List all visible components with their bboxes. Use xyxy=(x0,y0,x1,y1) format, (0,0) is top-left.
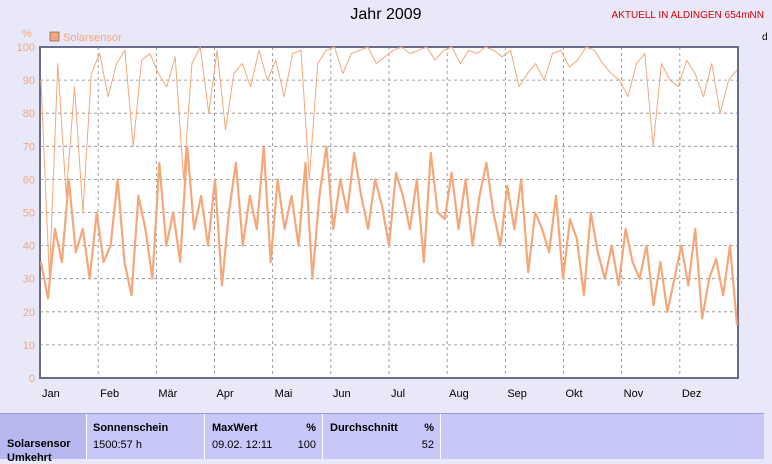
y-tick-label: 90 xyxy=(23,75,35,87)
y-tick-label: 100 xyxy=(17,42,35,54)
right-edge-label: d xyxy=(762,32,768,43)
max-header: MaxWert xyxy=(212,422,258,434)
max-unit: % xyxy=(306,422,316,434)
avg-unit: % xyxy=(424,422,434,434)
x-tick-label: Nov xyxy=(624,388,644,400)
y-tick-label: 20 xyxy=(23,307,35,319)
legend-swatch xyxy=(49,31,60,42)
avg-header: Durchschnitt xyxy=(330,422,398,434)
y-tick-labels: 0 10 20 30 40 50 60 70 80 90 100 xyxy=(17,42,35,385)
y-tick-label: 60 xyxy=(23,174,35,186)
x-tick-label: Okt xyxy=(566,388,583,400)
y-tick-label: 10 xyxy=(23,340,35,352)
avg-cell: Durchschnitt % 52 xyxy=(323,414,441,459)
info-panel: Solarsensor Umkehrt Sonnenschein 1500:57… xyxy=(0,413,764,464)
legend-label: Solarsensor xyxy=(63,32,122,44)
y-tick-label: 40 xyxy=(23,241,35,253)
info-row-label: Solarsensor xyxy=(7,438,71,450)
max-cell: MaxWert % 09.02. 12:11 100 xyxy=(205,414,323,459)
x-tick-labels: Jan Feb Mär Apr Mai Jun Jul Aug Sep Okt Nov Dez xyxy=(42,388,701,400)
x-tick-label: Mär xyxy=(158,388,177,400)
x-tick-label: Dez xyxy=(682,388,702,400)
max-date: 09.02. 12:11 xyxy=(212,439,273,451)
sunshine-cell: Sonnenschein 1500:57 h xyxy=(87,414,205,459)
chart-title: Jahr 2009 xyxy=(350,6,422,23)
y-axis-label: % xyxy=(22,28,32,40)
y-tick-label: 70 xyxy=(23,141,35,153)
avg-value: 52 xyxy=(421,439,434,451)
y-tick-label: 0 xyxy=(29,373,35,385)
x-tick-label: Apr xyxy=(217,388,234,400)
location-label: AKTUELL IN ALDINGEN 654mNN xyxy=(611,10,764,21)
solar-chart: 0 10 20 30 40 50 60 70 80 90 100 Jan Feb Mär Apr Mai Ju… xyxy=(17,28,739,400)
series-line-max xyxy=(40,46,738,280)
series-line-daily xyxy=(39,145,739,326)
info-row-sublabel: Umkehrt xyxy=(7,452,52,464)
x-tick-label: Jun xyxy=(333,388,351,400)
x-tick-label: Aug xyxy=(449,388,469,400)
info-label-cell: Solarsensor Umkehrt xyxy=(0,414,87,464)
y-tick-label: 80 xyxy=(23,108,35,120)
x-tick-label: Mai xyxy=(275,388,293,400)
x-tick-label: Feb xyxy=(100,388,119,400)
series-lines xyxy=(39,46,739,326)
x-tick-label: Sep xyxy=(507,388,527,400)
sunshine-header: Sonnenschein xyxy=(93,422,169,434)
grid-lines xyxy=(40,47,738,378)
x-tick-label: Jul xyxy=(391,388,405,400)
x-tick-label: Jan xyxy=(42,388,60,400)
y-tick-label: 50 xyxy=(23,208,35,220)
sunshine-value: 1500:57 h xyxy=(93,439,142,451)
max-value: 100 xyxy=(297,439,316,451)
y-tick-label: 30 xyxy=(23,274,35,286)
